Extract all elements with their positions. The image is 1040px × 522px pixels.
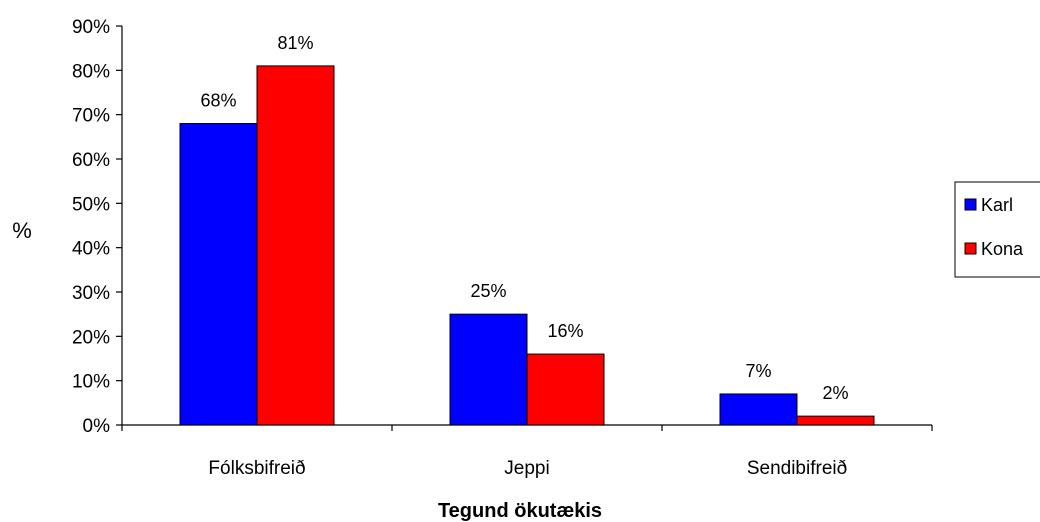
y-axis-label: %: [12, 218, 32, 243]
x-axis-label: Tegund ökutækis: [438, 500, 602, 522]
bar-kona-1: [526, 353, 605, 426]
legend-frame: [954, 181, 1040, 278]
data-label: 81%: [277, 33, 313, 53]
legend-label-kona: Kona: [981, 239, 1024, 259]
bar-karl-2: [719, 393, 798, 426]
y-tick-label: 50%: [72, 194, 110, 215]
y-tick-label: 70%: [72, 106, 110, 127]
y-tick-label: 30%: [72, 283, 110, 304]
bars: [179, 65, 875, 426]
y-tick-label: 40%: [72, 239, 110, 260]
data-label: 25%: [470, 281, 506, 301]
legend-label-karl: Karl: [981, 195, 1013, 215]
data-label: 7%: [745, 361, 771, 381]
data-label: 16%: [547, 321, 583, 341]
y-tick-label: 10%: [72, 372, 110, 393]
y-tick-label: 90%: [72, 17, 110, 38]
x-tick-label: Sendibifreið: [747, 458, 847, 479]
data-label: 68%: [200, 91, 236, 111]
x-ticks: Fólksbifreið Jeppi Sendibifreið: [121, 425, 933, 479]
y-tick-label: 80%: [72, 61, 110, 82]
x-tick-label: Jeppi: [504, 458, 549, 479]
legend-swatch-karl: [964, 198, 977, 211]
legend: Karl Kona: [954, 181, 1040, 278]
data-labels: 68% 25% 7% 81% 16% 2%: [200, 33, 848, 403]
y-ticks: 0% 10% 20% 30% 40% 50% 60% 70% 80% 90%: [72, 17, 122, 437]
bar-karl-0: [179, 123, 258, 426]
x-tick-label: Fólksbifreið: [208, 458, 305, 479]
bar-karl-1: [449, 313, 528, 426]
y-tick-label: 0%: [83, 416, 111, 437]
data-label: 2%: [822, 383, 848, 403]
legend-swatch-kona: [964, 242, 977, 255]
bar-kona-2: [796, 415, 875, 426]
y-tick-label: 60%: [72, 150, 110, 171]
bar-kona-0: [256, 65, 335, 426]
y-tick-label: 20%: [72, 327, 110, 348]
